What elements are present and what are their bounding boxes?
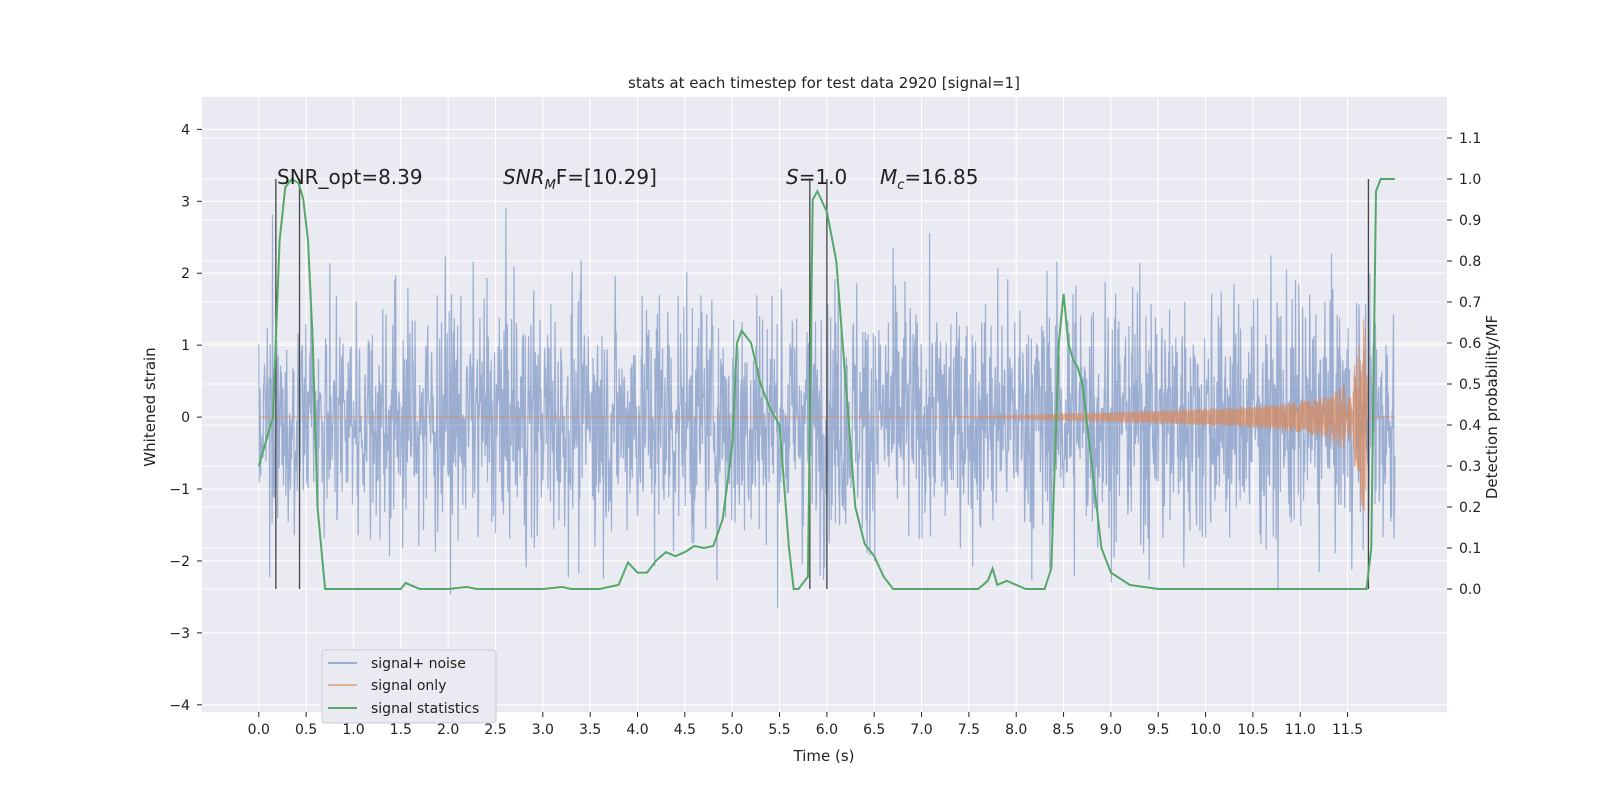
x-tick-label: 9.5: [1147, 722, 1169, 738]
y-axis-ticks: −4 −3 −2 −1 0 1 2 3 4: [169, 122, 202, 714]
y-right-tick-label: 0.6: [1459, 336, 1481, 352]
x-tick-label: 0.5: [295, 722, 317, 738]
x-tick-label: 2.5: [484, 722, 506, 738]
x-tick-label: 1.0: [342, 722, 364, 738]
y-right-tick-label: 0.3: [1459, 459, 1481, 475]
x-tick-label: 3.0: [532, 722, 554, 738]
y-right-tick-label: 0.5: [1459, 377, 1481, 393]
y-right-axis-title: Detection probability/MF: [1483, 315, 1501, 499]
x-tick-label: 11.5: [1332, 722, 1363, 738]
x-tick-label: 2.0: [437, 722, 459, 738]
y-tick-label: 4: [181, 122, 190, 138]
y-tick-label: −3: [169, 626, 190, 642]
y-right-tick-label: 0.9: [1459, 213, 1481, 229]
x-tick-label: 4.5: [674, 722, 696, 738]
y-tick-label: −2: [169, 554, 190, 570]
annotation-snr-opt: SNR_opt=8.39: [277, 165, 423, 189]
x-tick-label: 6.5: [863, 722, 885, 738]
y-tick-label: −1: [169, 482, 190, 498]
y-right-tick-label: 0.7: [1459, 295, 1481, 311]
x-tick-label: 9.0: [1100, 722, 1122, 738]
annotation-s: S=1.0: [786, 165, 847, 189]
annotation-mc: Mc=16.85: [880, 165, 978, 193]
x-tick-label: 10.0: [1190, 722, 1221, 738]
y-right-tick-label: 0.1: [1459, 541, 1481, 557]
annotation-snr-mf: SNRMF=[10.29]: [503, 165, 657, 193]
y-right-axis-ticks: 0.0 0.1 0.2 0.3 0.4 0.5 0.6 0.7 0.8 0.9 1.0 1.1: [1447, 131, 1481, 598]
y-right-tick-label: 0.4: [1459, 418, 1481, 434]
legend-label-noise: signal+ noise: [371, 656, 466, 672]
legend-box: [321, 649, 497, 724]
x-tick-label: 6.0: [816, 722, 838, 738]
y-right-tick-label: 0.2: [1459, 500, 1481, 516]
legend-label-stat: signal statistics: [371, 701, 479, 717]
x-axis-title: Time (s): [793, 747, 855, 765]
signal-trace: [258, 319, 1395, 512]
x-tick-label: 7.0: [910, 722, 932, 738]
x-tick-label: 1.5: [390, 722, 412, 738]
x-tick-label: 7.5: [958, 722, 980, 738]
x-tick-label: 4.0: [626, 722, 648, 738]
x-tick-label: 8.5: [1052, 722, 1074, 738]
y-tick-label: −4: [169, 698, 190, 714]
y-axis-title: Whitened strain: [141, 347, 159, 466]
series-signal-statistics: [257, 177, 1395, 590]
x-tick-label: 10.5: [1237, 722, 1268, 738]
y-right-tick-label: 0.8: [1459, 254, 1481, 270]
x-tick-label: 0.0: [248, 722, 270, 738]
y-tick-label: 1: [181, 338, 190, 354]
x-tick-label: 5.0: [721, 722, 743, 738]
y-tick-label: 3: [181, 194, 190, 210]
y-right-tick-label: 1.0: [1459, 172, 1481, 188]
series-signal-only: [258, 319, 1395, 512]
y-tick-label: 0: [181, 410, 190, 426]
x-tick-label: 11.0: [1285, 722, 1316, 738]
annotations: SNR_opt=8.39 SNRMF=[10.29] S=1.0 Mc=16.8…: [277, 165, 978, 193]
chart-title: stats at each timestep for test data 292…: [628, 74, 1020, 92]
statistic-line: [257, 177, 1395, 590]
y-tick-label: 2: [181, 266, 190, 282]
x-tick-label: 5.5: [768, 722, 790, 738]
x-axis-ticks: 0.0 0.5 1.0 1.5 2.0 2.5 3.0 3.5 4.0 4.5 5.0 5.5 6.0 6…: [248, 712, 1363, 738]
legend: signal+ noise signal only signal statist…: [321, 649, 497, 724]
y-right-tick-label: 0.0: [1459, 582, 1481, 598]
x-tick-label: 8.0: [1005, 722, 1027, 738]
y-right-tick-label: 1.1: [1459, 131, 1481, 147]
x-tick-label: 3.5: [579, 722, 601, 738]
legend-label-signal: signal only: [371, 678, 446, 694]
